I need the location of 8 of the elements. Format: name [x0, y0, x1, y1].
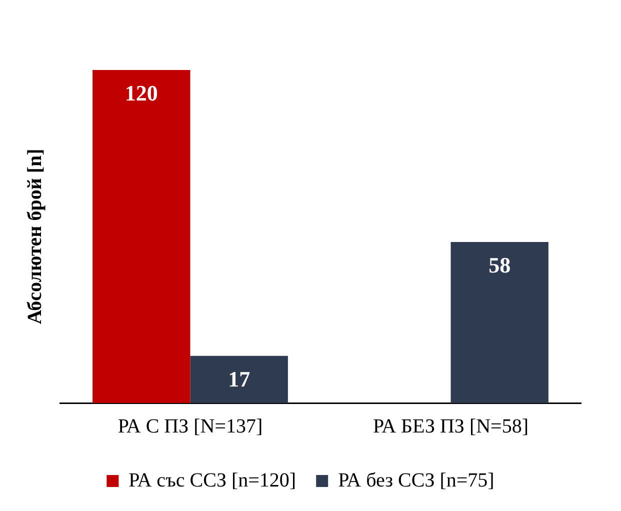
x-tick-label: РА БЕЗ ПЗ [N=58]	[373, 415, 528, 438]
x-tick-label: РА С ПЗ [N=137]	[118, 415, 263, 438]
legend-label: РА със ССЗ [n=120]	[128, 469, 296, 492]
legend-label: РА без ССЗ [n=75]	[338, 469, 494, 492]
data-label: 58	[488, 252, 511, 278]
data-label: 17	[228, 366, 250, 392]
y-axis-title: Абсолютен брой [n]	[24, 148, 46, 324]
data-label: 120	[124, 80, 158, 106]
